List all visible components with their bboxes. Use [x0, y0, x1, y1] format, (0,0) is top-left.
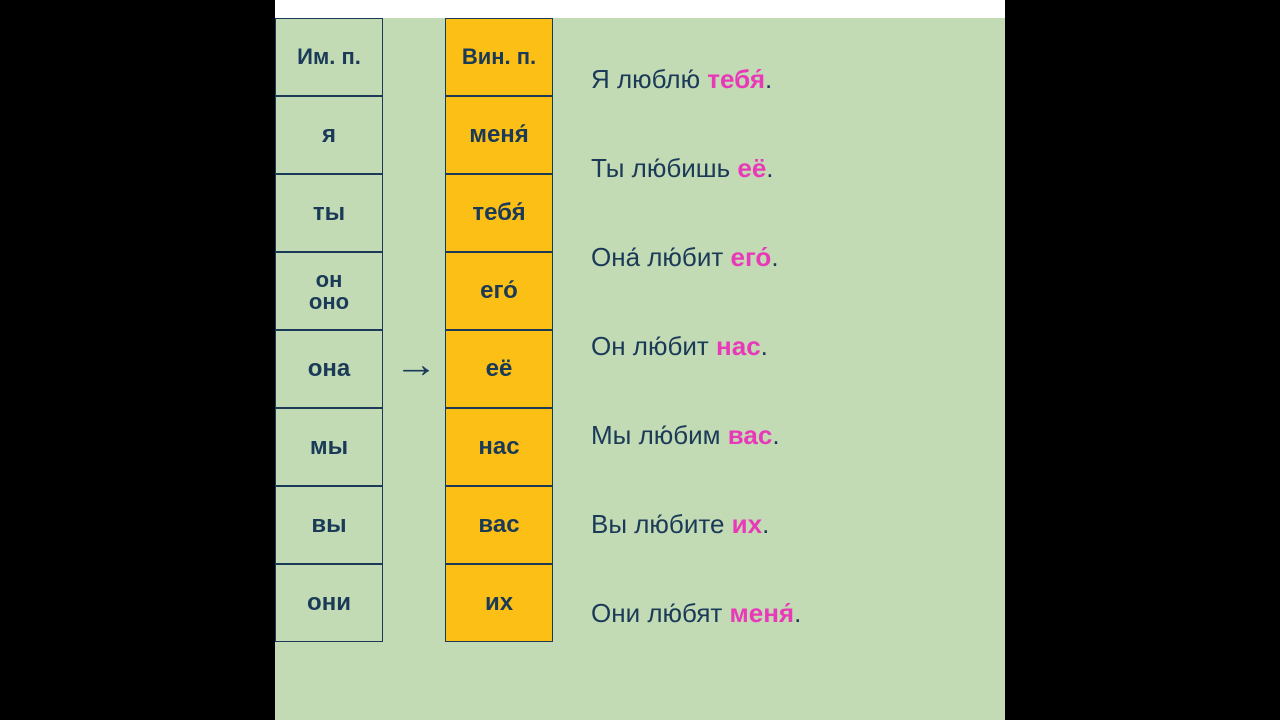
sentence-post: .: [766, 153, 773, 183]
table-row: они: [275, 564, 383, 642]
sentence: Они лю́бят меня́.: [591, 598, 991, 629]
sentence-highlight: меня́: [730, 598, 795, 628]
sentence-pre: Он лю́бит: [591, 331, 716, 361]
sentence: Она́ лю́бит его́.: [591, 242, 991, 273]
sentence-post: .: [771, 242, 778, 272]
sentence: Вы лю́бите их.: [591, 509, 991, 540]
document-frame: Им. п. я ты он оно она мы вы они → Вин. …: [275, 0, 1005, 720]
nominative-column: Им. п. я ты он оно она мы вы они: [275, 18, 383, 642]
arrow-icon: →: [394, 344, 438, 387]
sentence-post: .: [765, 64, 772, 94]
sentence-pre: Она́ лю́бит: [591, 242, 730, 272]
accusative-header: Вин. п.: [445, 18, 553, 96]
sentence: Ты лю́бишь её.: [591, 153, 991, 184]
table-row: тебя́: [445, 174, 553, 252]
sentence-pre: Они лю́бят: [591, 598, 730, 628]
table-row: его́: [445, 252, 553, 330]
content-panel: Им. п. я ты он оно она мы вы они → Вин. …: [275, 18, 1005, 720]
table-row: вы: [275, 486, 383, 564]
table-row: их: [445, 564, 553, 642]
sentence-post: .: [794, 598, 801, 628]
table-row: меня́: [445, 96, 553, 174]
table-row: нас: [445, 408, 553, 486]
sentence: Я люблю́ тебя́.: [591, 64, 991, 95]
table-cell-line: оно: [309, 291, 349, 313]
sentence-pre: Мы лю́бим: [591, 420, 728, 450]
example-sentences: Я люблю́ тебя́. Ты лю́бишь её. Она́ лю́б…: [591, 64, 991, 629]
sentence-highlight: его́: [730, 242, 771, 272]
nominative-header: Им. п.: [275, 18, 383, 96]
sentence-pre: Ты лю́бишь: [591, 153, 737, 183]
sentence-pre: Вы лю́бите: [591, 509, 732, 539]
table-row: вас: [445, 486, 553, 564]
sentence-highlight: их: [732, 509, 762, 539]
table-cell-line: он: [316, 269, 343, 291]
table-row: мы: [275, 408, 383, 486]
sentence-post: .: [762, 509, 769, 539]
table-row: он оно: [275, 252, 383, 330]
table-row: её: [445, 330, 553, 408]
sentence: Мы лю́бим вас.: [591, 420, 991, 451]
table-row: я: [275, 96, 383, 174]
table-row: ты: [275, 174, 383, 252]
sentence-highlight: её: [737, 153, 766, 183]
sentence-highlight: вас: [728, 420, 773, 450]
sentence-pre: Я люблю́: [591, 64, 707, 94]
sentence-post: .: [772, 420, 779, 450]
accusative-column: Вин. п. меня́ тебя́ его́ её нас вас их: [445, 18, 553, 642]
sentence-highlight: нас: [716, 331, 761, 361]
sentence: Он лю́бит нас.: [591, 331, 991, 362]
sentence-post: .: [761, 331, 768, 361]
table-row: она: [275, 330, 383, 408]
sentence-highlight: тебя́: [707, 64, 765, 94]
